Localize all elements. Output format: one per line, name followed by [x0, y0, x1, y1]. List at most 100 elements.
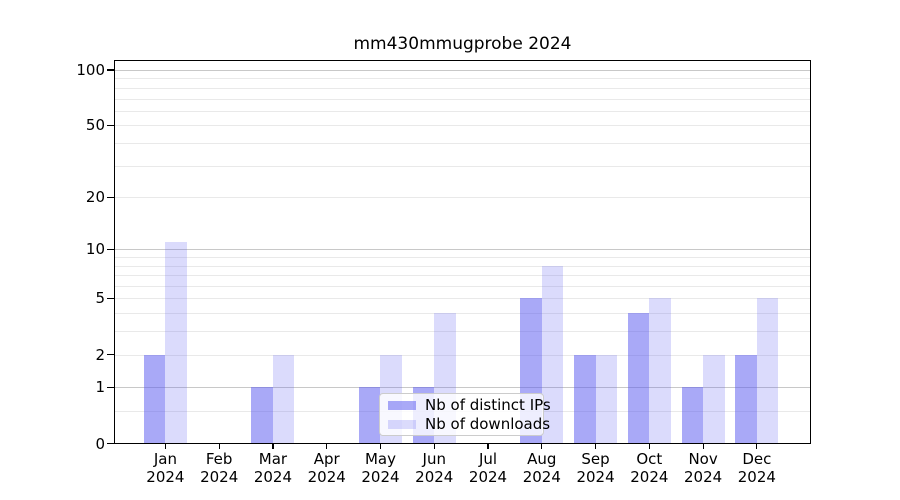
x-tick-month: Dec	[742, 450, 772, 468]
x-tick-year: 2024	[307, 467, 346, 486]
grid-layer	[113, 60, 811, 444]
y-tick-label: 100	[76, 61, 105, 79]
x-tick-label: Apr 2024	[299, 450, 355, 486]
x-tick-label: Dec 2024	[729, 450, 785, 486]
x-tick-month: Jun	[422, 450, 446, 468]
y-tick-label: 20	[85, 188, 105, 207]
legend-label-distinct-ips: Nb of distinct IPs	[425, 395, 551, 414]
x-tick-year: 2024	[737, 467, 776, 486]
minor-gridline	[113, 165, 811, 167]
x-tick-month: Apr	[313, 450, 340, 468]
minor-gridline	[113, 78, 811, 80]
x-tick-year: 2024	[468, 467, 508, 486]
y-tick-label: 1	[95, 378, 105, 397]
y-tick-mark	[107, 386, 114, 388]
y-tick-mark	[107, 353, 114, 356]
minor-gridline	[113, 98, 811, 100]
y-tick-label: 2	[95, 345, 105, 364]
x-tick-label: Jan 2024	[137, 450, 193, 486]
bar-distinct-ips-mar	[251, 387, 273, 444]
x-tick-month: Jul	[478, 450, 498, 468]
x-tick-mark	[594, 443, 597, 449]
minor-gridline	[113, 125, 811, 127]
x-tick-year: 2024	[522, 467, 561, 486]
x-tick-year: 2024	[415, 467, 454, 486]
y-tick-mark	[107, 124, 114, 126]
x-tick-mark	[702, 443, 704, 449]
minor-gridline	[113, 354, 811, 356]
x-tick-mark	[326, 443, 328, 449]
bar-distinct-ips-oct	[627, 313, 650, 444]
bar-downloads-dec	[756, 298, 779, 444]
x-tick-month: Jan	[153, 450, 177, 468]
x-tick-mark	[433, 443, 435, 449]
x-tick-label: Nov 2024	[675, 450, 731, 486]
major-gridline	[113, 70, 811, 71]
y-tick-mark	[107, 442, 114, 445]
x-tick-month: Aug	[527, 450, 557, 468]
minor-gridline	[113, 197, 811, 199]
legend-row-distinct-ips: Nb of distinct IPs	[388, 397, 551, 413]
bar-downloads-aug	[541, 265, 564, 444]
major-gridline	[113, 249, 811, 251]
x-tick-year: 2024	[576, 467, 615, 486]
bar-distinct-ips-may	[358, 387, 381, 444]
minor-gridline	[113, 257, 811, 259]
bar-distinct-ips-nov	[681, 387, 704, 444]
x-tick-mark	[379, 443, 382, 449]
x-tick-month: Sep	[581, 450, 610, 468]
x-tick-month: Nov	[688, 450, 718, 468]
x-tick-month: May	[364, 450, 396, 468]
y-tick-mark	[107, 196, 114, 198]
x-tick-year: 2024	[146, 467, 185, 486]
bar-distinct-ips-dec	[735, 354, 757, 444]
x-tick-label: Aug 2024	[514, 450, 570, 486]
x-tick-year: 2024	[630, 467, 669, 486]
legend-label-downloads: Nb of downloads	[425, 414, 551, 433]
x-tick-mark	[487, 443, 489, 449]
legend-swatch-distinct-ips	[388, 400, 416, 410]
minor-gridline	[113, 298, 811, 300]
x-tick-month: Feb	[205, 450, 233, 468]
x-tick-label: Mar 2024	[245, 450, 301, 486]
minor-gridline	[113, 87, 811, 89]
x-tick-mark	[164, 443, 166, 449]
legend-swatch-downloads	[388, 419, 416, 429]
plot-area	[113, 60, 811, 444]
bar-downloads-nov	[703, 354, 725, 444]
minor-gridline	[113, 265, 811, 267]
minor-gridline	[113, 142, 811, 144]
x-tick-mark	[648, 443, 650, 449]
x-tick-year: 2024	[253, 467, 293, 486]
x-tick-label: Jun 2024	[406, 450, 462, 486]
x-tick-mark	[272, 443, 274, 449]
bar-downloads-mar	[272, 354, 295, 444]
x-tick-label: Oct 2024	[621, 450, 677, 486]
minor-gridline	[113, 331, 811, 333]
x-tick-year: 2024	[361, 467, 400, 486]
y-tick-label: 5	[95, 289, 105, 308]
x-tick-mark	[541, 443, 543, 449]
y-tick-label: 50	[85, 116, 105, 135]
bar-distinct-ips-sep	[574, 354, 596, 444]
bar-distinct-ips-jan	[143, 354, 166, 444]
legend-row-downloads: Nb of downloads	[388, 416, 550, 432]
minor-gridline	[113, 313, 811, 315]
x-tick-label: Feb 2024	[191, 450, 247, 486]
x-tick-label: Sep 2024	[568, 450, 624, 486]
bar-downloads-sep	[595, 354, 618, 444]
x-tick-label: May 2024	[352, 450, 408, 486]
x-tick-mark	[218, 443, 220, 449]
x-tick-year: 2024	[200, 467, 239, 486]
chart-title: mm430mmugprobe 2024	[353, 34, 572, 54]
minor-gridline	[113, 275, 811, 277]
bar-downloads-oct	[649, 298, 671, 444]
y-tick-label: 10	[85, 240, 105, 259]
x-tick-label: Jul 2024	[460, 450, 516, 486]
y-tick-label: 0	[95, 434, 105, 453]
minor-gridline	[113, 286, 811, 288]
y-tick-mark	[107, 297, 114, 300]
x-tick-month: Oct	[636, 450, 663, 468]
y-tick-mark	[107, 69, 114, 71]
